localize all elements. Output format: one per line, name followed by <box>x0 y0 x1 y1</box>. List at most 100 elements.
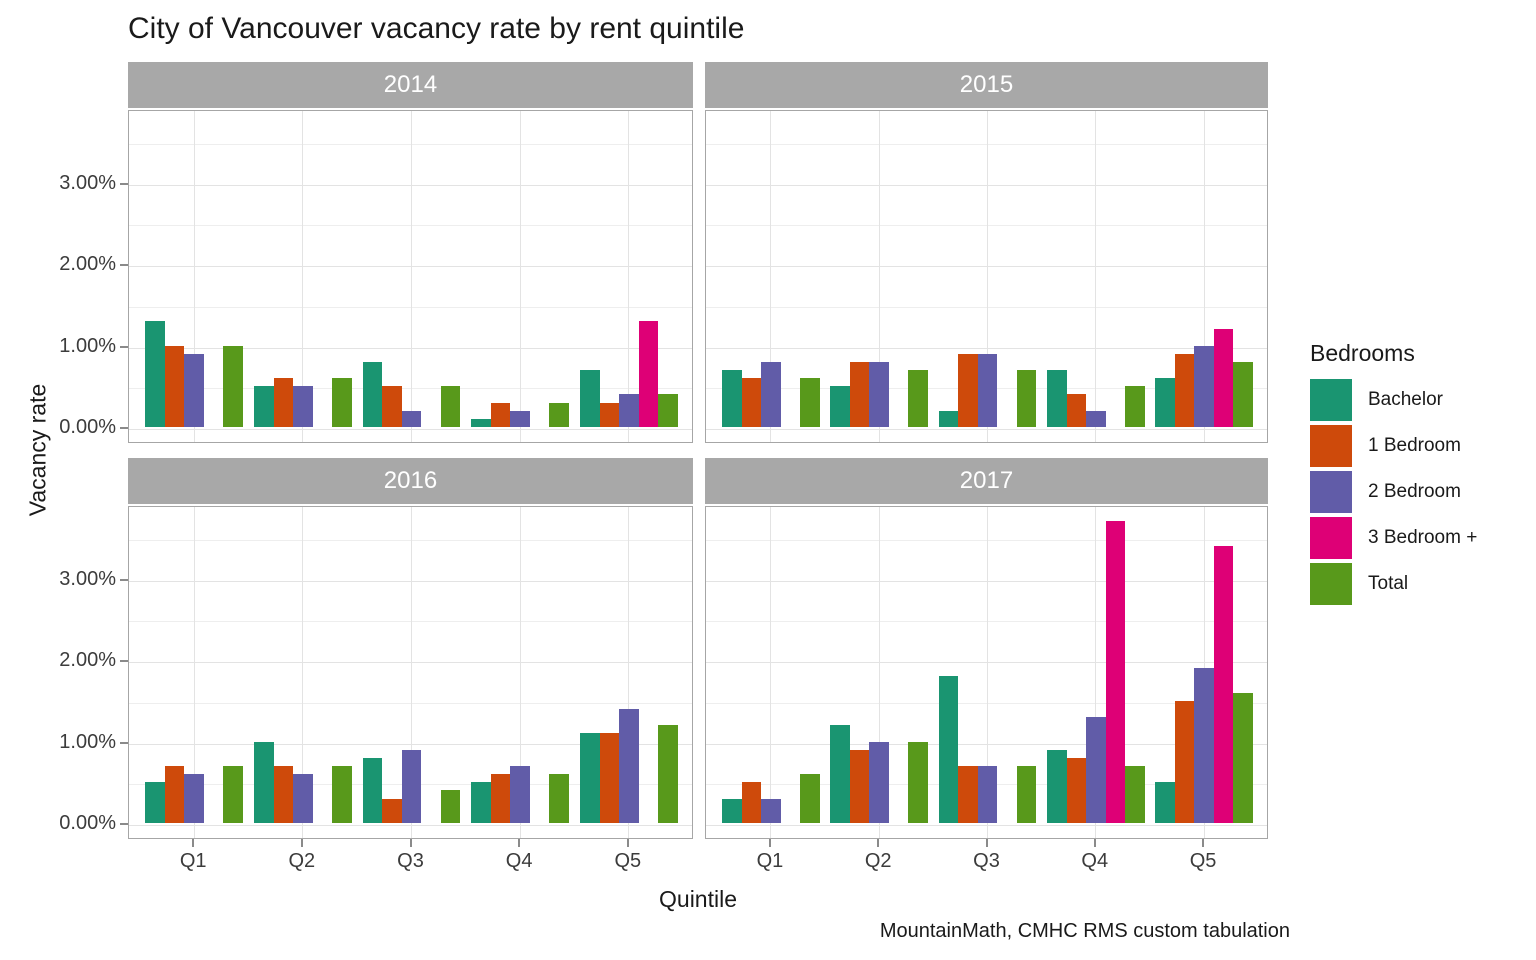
facet-panel-2017 <box>705 506 1268 839</box>
bar-2014-q3-1-bedroom <box>382 386 402 427</box>
bar-2017-q3-total <box>1016 765 1037 823</box>
x-axis-tick <box>192 839 195 847</box>
gridline-minor <box>129 539 692 541</box>
gridline-x-major <box>302 507 304 838</box>
legend-label: 2 Bedroom <box>1368 481 1461 502</box>
legend-items: Bachelor 1 Bedroom 2 Bedroom 3 Bedroom + Tot… <box>1310 379 1536 605</box>
bar-2016-q4-1-bedroom <box>490 774 511 823</box>
bar-2014-q4-2-bedroom <box>510 410 530 427</box>
gridline-x-major <box>1095 507 1097 838</box>
x-axis-tick <box>1093 839 1096 847</box>
y-axis-tick <box>120 660 128 662</box>
bar-2016-q5-1-bedroom <box>599 733 620 823</box>
bar-2016-q1-total <box>223 765 243 823</box>
facet-strip-label: 2014 <box>383 71 438 98</box>
bar-2017-q3-2-bedroom <box>977 765 998 823</box>
x-axis-tick-label: Q5 <box>614 850 642 872</box>
x-axis-tick-label: Q3 <box>397 850 424 872</box>
legend-item-1-bedroom: 1 Bedroom <box>1310 425 1536 467</box>
gridline-major <box>706 347 1267 349</box>
x-axis-tick-label: Q3 <box>973 850 1000 872</box>
facet-strip-2014: 2014 <box>128 62 693 108</box>
bar-2015-q5-2-bedroom <box>1194 345 1214 427</box>
chart-caption: MountainMath, CMHC RMS custom tabulation <box>879 920 1290 942</box>
bar-2017-q5-total <box>1233 692 1253 823</box>
bar-2014-q2-bachelor <box>254 386 274 427</box>
bar-2016-q5-2-bedroom <box>619 708 639 823</box>
y-axis-tick <box>120 741 128 744</box>
y-axis-title: Vacancy rate <box>24 383 51 517</box>
gridline-minor <box>129 306 692 308</box>
bar-2014-q4-total <box>549 402 569 427</box>
gridline-x-major <box>411 507 412 838</box>
gridline-x-major <box>411 111 412 442</box>
bar-2017-q3-1-bedroom <box>958 765 978 823</box>
gridline-x-major <box>302 111 304 442</box>
bar-2014-q1-2-bedroom <box>184 353 204 427</box>
bar-2017-q4-total <box>1125 765 1145 823</box>
gridline-x-major <box>770 111 772 442</box>
gridline-x-major <box>878 111 880 442</box>
legend-label: 1 Bedroom <box>1368 435 1461 456</box>
bar-2014-q2-total <box>332 378 352 427</box>
legend-swatch-total <box>1310 563 1352 605</box>
bar-2014-q3-2-bedroom <box>401 410 422 427</box>
gridline-major <box>129 266 692 267</box>
gridline-x-major <box>519 507 521 838</box>
bar-2016-q4-bachelor <box>471 782 491 823</box>
gridline-minor <box>129 702 692 704</box>
bar-2015-q4-1-bedroom <box>1066 394 1087 427</box>
y-axis-tick <box>120 264 128 266</box>
bar-2017-q1-total <box>800 774 820 823</box>
x-axis-tick-label: Q2 <box>864 850 892 872</box>
gridline-x-major <box>193 507 195 838</box>
bar-2014-q5-total <box>658 394 678 427</box>
bar-2016-q3-bachelor <box>362 757 383 823</box>
bar-2016-q3-1-bedroom <box>382 798 402 823</box>
y-axis-tick <box>120 345 128 348</box>
bar-2014-q5-3-bedroom-plus <box>638 321 659 427</box>
x-axis-tick <box>300 839 303 847</box>
gridline-x-major <box>628 111 630 442</box>
legend-label: Bachelor <box>1368 389 1443 410</box>
gridline-x-major <box>987 111 988 442</box>
bar-2016-q4-total <box>549 774 569 823</box>
gridline-major <box>706 743 1267 745</box>
facet-panel-2015 <box>705 110 1268 443</box>
y-axis-tick-label: 3.00% <box>59 171 116 194</box>
bar-2014-q5-bachelor <box>580 369 600 427</box>
gridline-major <box>129 429 692 430</box>
x-axis-tick <box>1202 839 1205 847</box>
gridline-x-major <box>1203 111 1205 442</box>
bar-2016-q3-2-bedroom <box>401 749 422 823</box>
bar-2017-q4-3-bedroom-plus <box>1105 521 1126 823</box>
y-axis-tick-label: 1.00% <box>59 334 116 357</box>
gridline-x-major <box>628 507 630 838</box>
bar-2014-q1-bachelor <box>145 321 165 427</box>
bar-2015-q4-bachelor <box>1047 369 1067 427</box>
facet-strip-label: 2015 <box>959 71 1014 98</box>
gridline-x-major <box>770 507 772 838</box>
bar-2015-q5-3-bedroom-plus <box>1213 329 1234 427</box>
bar-2017-q2-total <box>908 741 928 823</box>
gridline-minor <box>706 143 1267 145</box>
facet-panel-2016 <box>128 506 693 839</box>
gridline-minor <box>129 388 692 390</box>
gridline-minor <box>129 143 692 145</box>
gridline-major <box>706 429 1267 430</box>
bar-2014-q4-bachelor <box>471 418 491 427</box>
legend-label: Total <box>1368 573 1409 594</box>
bar-2014-q2-1-bedroom <box>273 378 294 427</box>
y-axis-tick <box>120 182 128 185</box>
x-axis-tick <box>768 839 771 847</box>
x-axis-title: Quintile <box>659 886 737 912</box>
bar-2014-q5-1-bedroom <box>599 402 620 427</box>
gridline-major <box>706 266 1267 267</box>
gridline-x-major <box>193 111 195 442</box>
gridline-major <box>129 347 692 349</box>
bar-2016-q2-total <box>332 765 352 823</box>
legend-item-2-bedroom: 2 Bedroom <box>1310 471 1536 513</box>
bar-2015-q1-total <box>800 378 820 427</box>
bar-2015-q1-2-bedroom <box>761 361 781 427</box>
bar-2017-q1-bachelor <box>722 798 742 823</box>
